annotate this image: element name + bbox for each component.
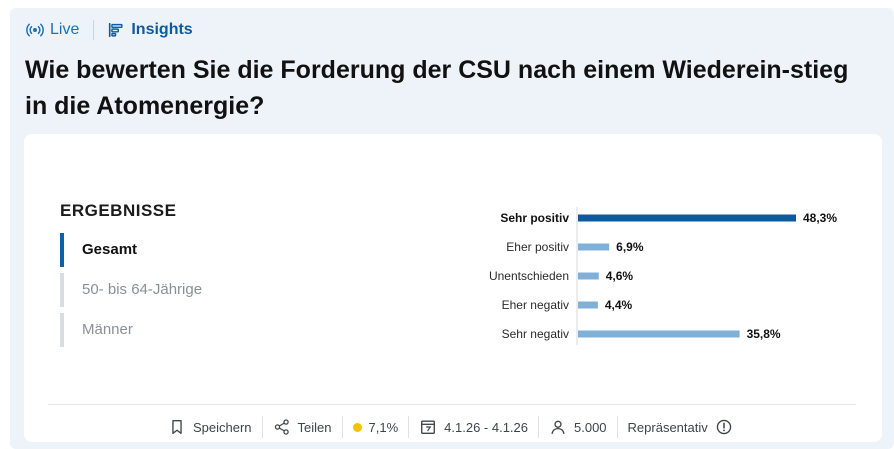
category-label: Sehr positiv [500,211,569,225]
status-dot-icon [352,422,362,432]
save-label: Speichern [193,419,252,435]
category-label: Eher positiv [506,240,569,254]
bar [578,301,598,309]
results-card: ERGEBNISSE Gesamt 50- bis 64-Jährige Män… [24,134,882,442]
date-range-value: 4.1.26 - 4.1.26 [444,419,528,435]
header-separator [93,20,95,40]
value-label: 6,9% [616,240,644,254]
bar [578,214,796,222]
live-label: Live [50,21,80,38]
filter-gesamt[interactable]: Gesamt [60,233,290,267]
value-label: 35,8% [747,327,781,341]
error-margin-value: 7,1% [368,419,399,435]
sample-size: 5.000 [538,416,617,438]
filter-age-50-64[interactable]: 50- bis 64-Jährige [60,273,290,307]
date-range: 4.1.26 - 4.1.26 [408,416,538,438]
poll-widget: Live Insights Wie bewerten Sie die Forde… [10,8,894,449]
filter-maenner[interactable]: Männer [60,313,290,347]
info-icon [716,419,732,435]
share-label: Teilen [297,419,332,435]
page-title: Wie bewerten Sie die Forderung der CSU n… [25,56,849,120]
error-margin: 7,1% [341,416,409,438]
category-label: Eher negativ [502,298,569,312]
bar [578,330,740,338]
category-label: Unentschieden [489,269,569,283]
save-button[interactable]: Speichern [158,416,262,438]
value-label: 4,4% [605,298,633,312]
representative-info[interactable]: Repräsentativ [616,416,743,438]
bar [578,272,599,280]
broadcast-icon [26,23,44,37]
bar-chart: Sehr positiv 48,3% Eher positiv 6,9% Unentsc… [489,207,837,345]
value-label: 48,3% [803,211,837,225]
sample-size-value: 5.000 [574,419,607,435]
insights-icon [109,22,123,38]
bookmark-icon [172,420,182,434]
poll-footer: Speichern Teilen 7,1% [158,412,743,442]
bar [578,243,610,251]
value-label: 4,6% [606,269,634,283]
user-icon [551,420,565,434]
calendar-icon [421,420,436,434]
share-button[interactable]: Teilen [261,416,342,438]
live-tag[interactable]: Live [26,21,79,39]
representative-label: Repräsentativ [627,419,708,435]
results-chart: Sehr positiv 48,3% Eher positiv 6,9% Unentsc… [444,204,864,354]
results-title: ERGEBNISSE [60,201,177,220]
share-icon [274,419,289,435]
category-label: Sehr negativ [502,327,569,341]
topbar: Live Insights [26,18,193,42]
insights-tag[interactable]: Insights [107,21,193,39]
footer-divider [48,404,856,405]
insights-label: Insights [131,21,193,38]
